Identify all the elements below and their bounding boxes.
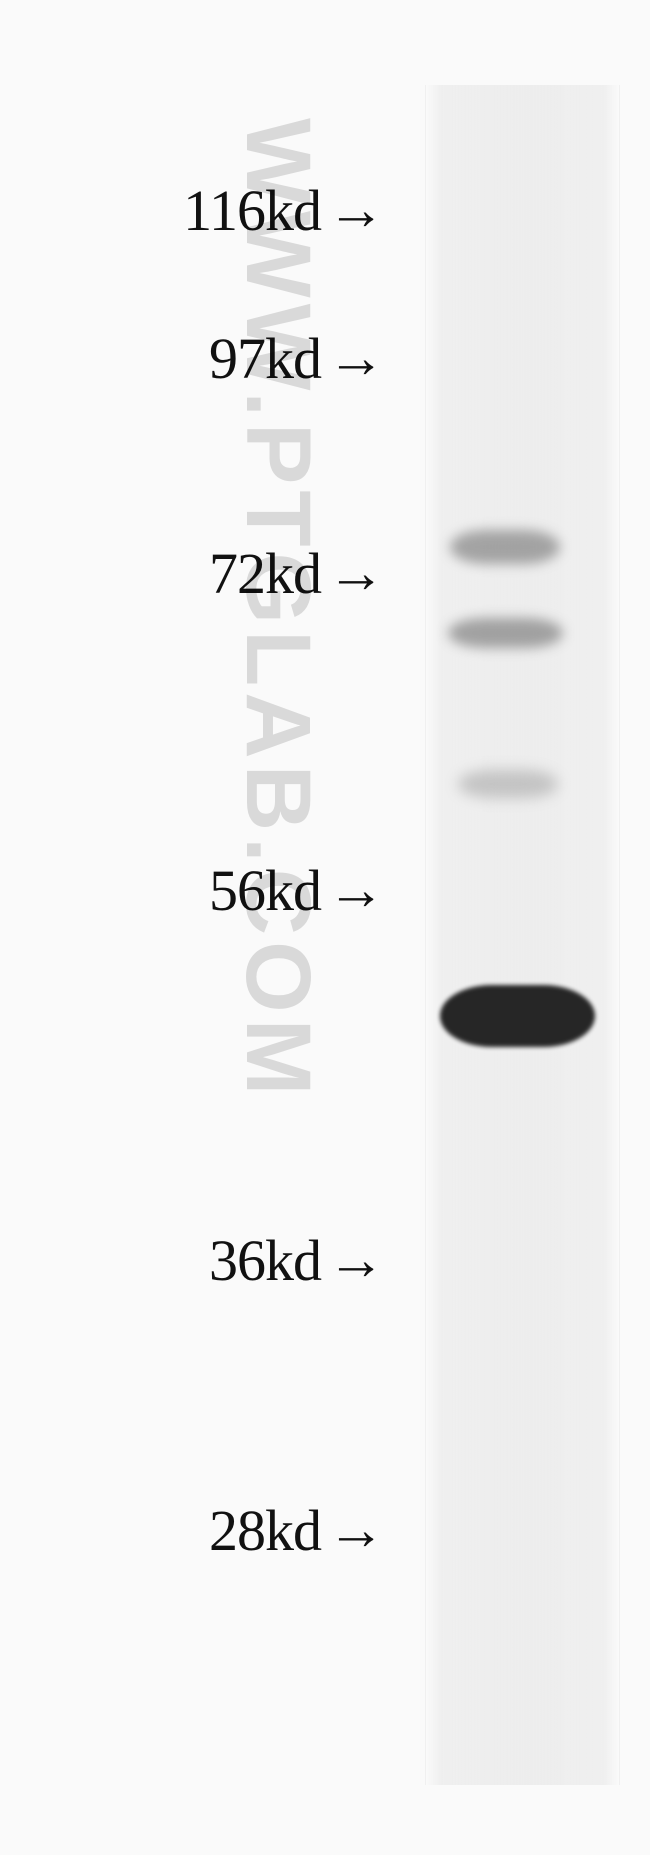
arrow-icon: →: [327, 181, 385, 239]
arrow-icon: →: [327, 329, 385, 387]
band-72kd-upper: [450, 530, 560, 564]
marker-116kd: 116kd →: [183, 181, 385, 239]
marker-56kd: 56kd →: [209, 861, 385, 919]
marker-label-text: 36kd: [209, 1227, 321, 1294]
marker-72kd: 72kd →: [209, 544, 385, 602]
marker-label-text: 97kd: [209, 325, 321, 392]
band-faint: [458, 770, 558, 798]
marker-label-text: 116kd: [183, 177, 321, 244]
blot-lane: [425, 85, 620, 1785]
marker-label-text: 28kd: [209, 1497, 321, 1564]
marker-97kd: 97kd →: [209, 329, 385, 387]
arrow-icon: →: [327, 544, 385, 602]
band-main: [440, 985, 595, 1047]
marker-36kd: 36kd →: [209, 1231, 385, 1289]
western-blot-figure: 116kd → 97kd → 72kd → 56kd → 36kd → 28kd…: [0, 0, 650, 1855]
marker-label-text: 72kd: [209, 540, 321, 607]
arrow-icon: →: [327, 1501, 385, 1559]
arrow-icon: →: [327, 861, 385, 919]
arrow-icon: →: [327, 1231, 385, 1289]
band-72kd-lower: [448, 618, 563, 648]
marker-28kd: 28kd →: [209, 1501, 385, 1559]
marker-label-text: 56kd: [209, 857, 321, 924]
